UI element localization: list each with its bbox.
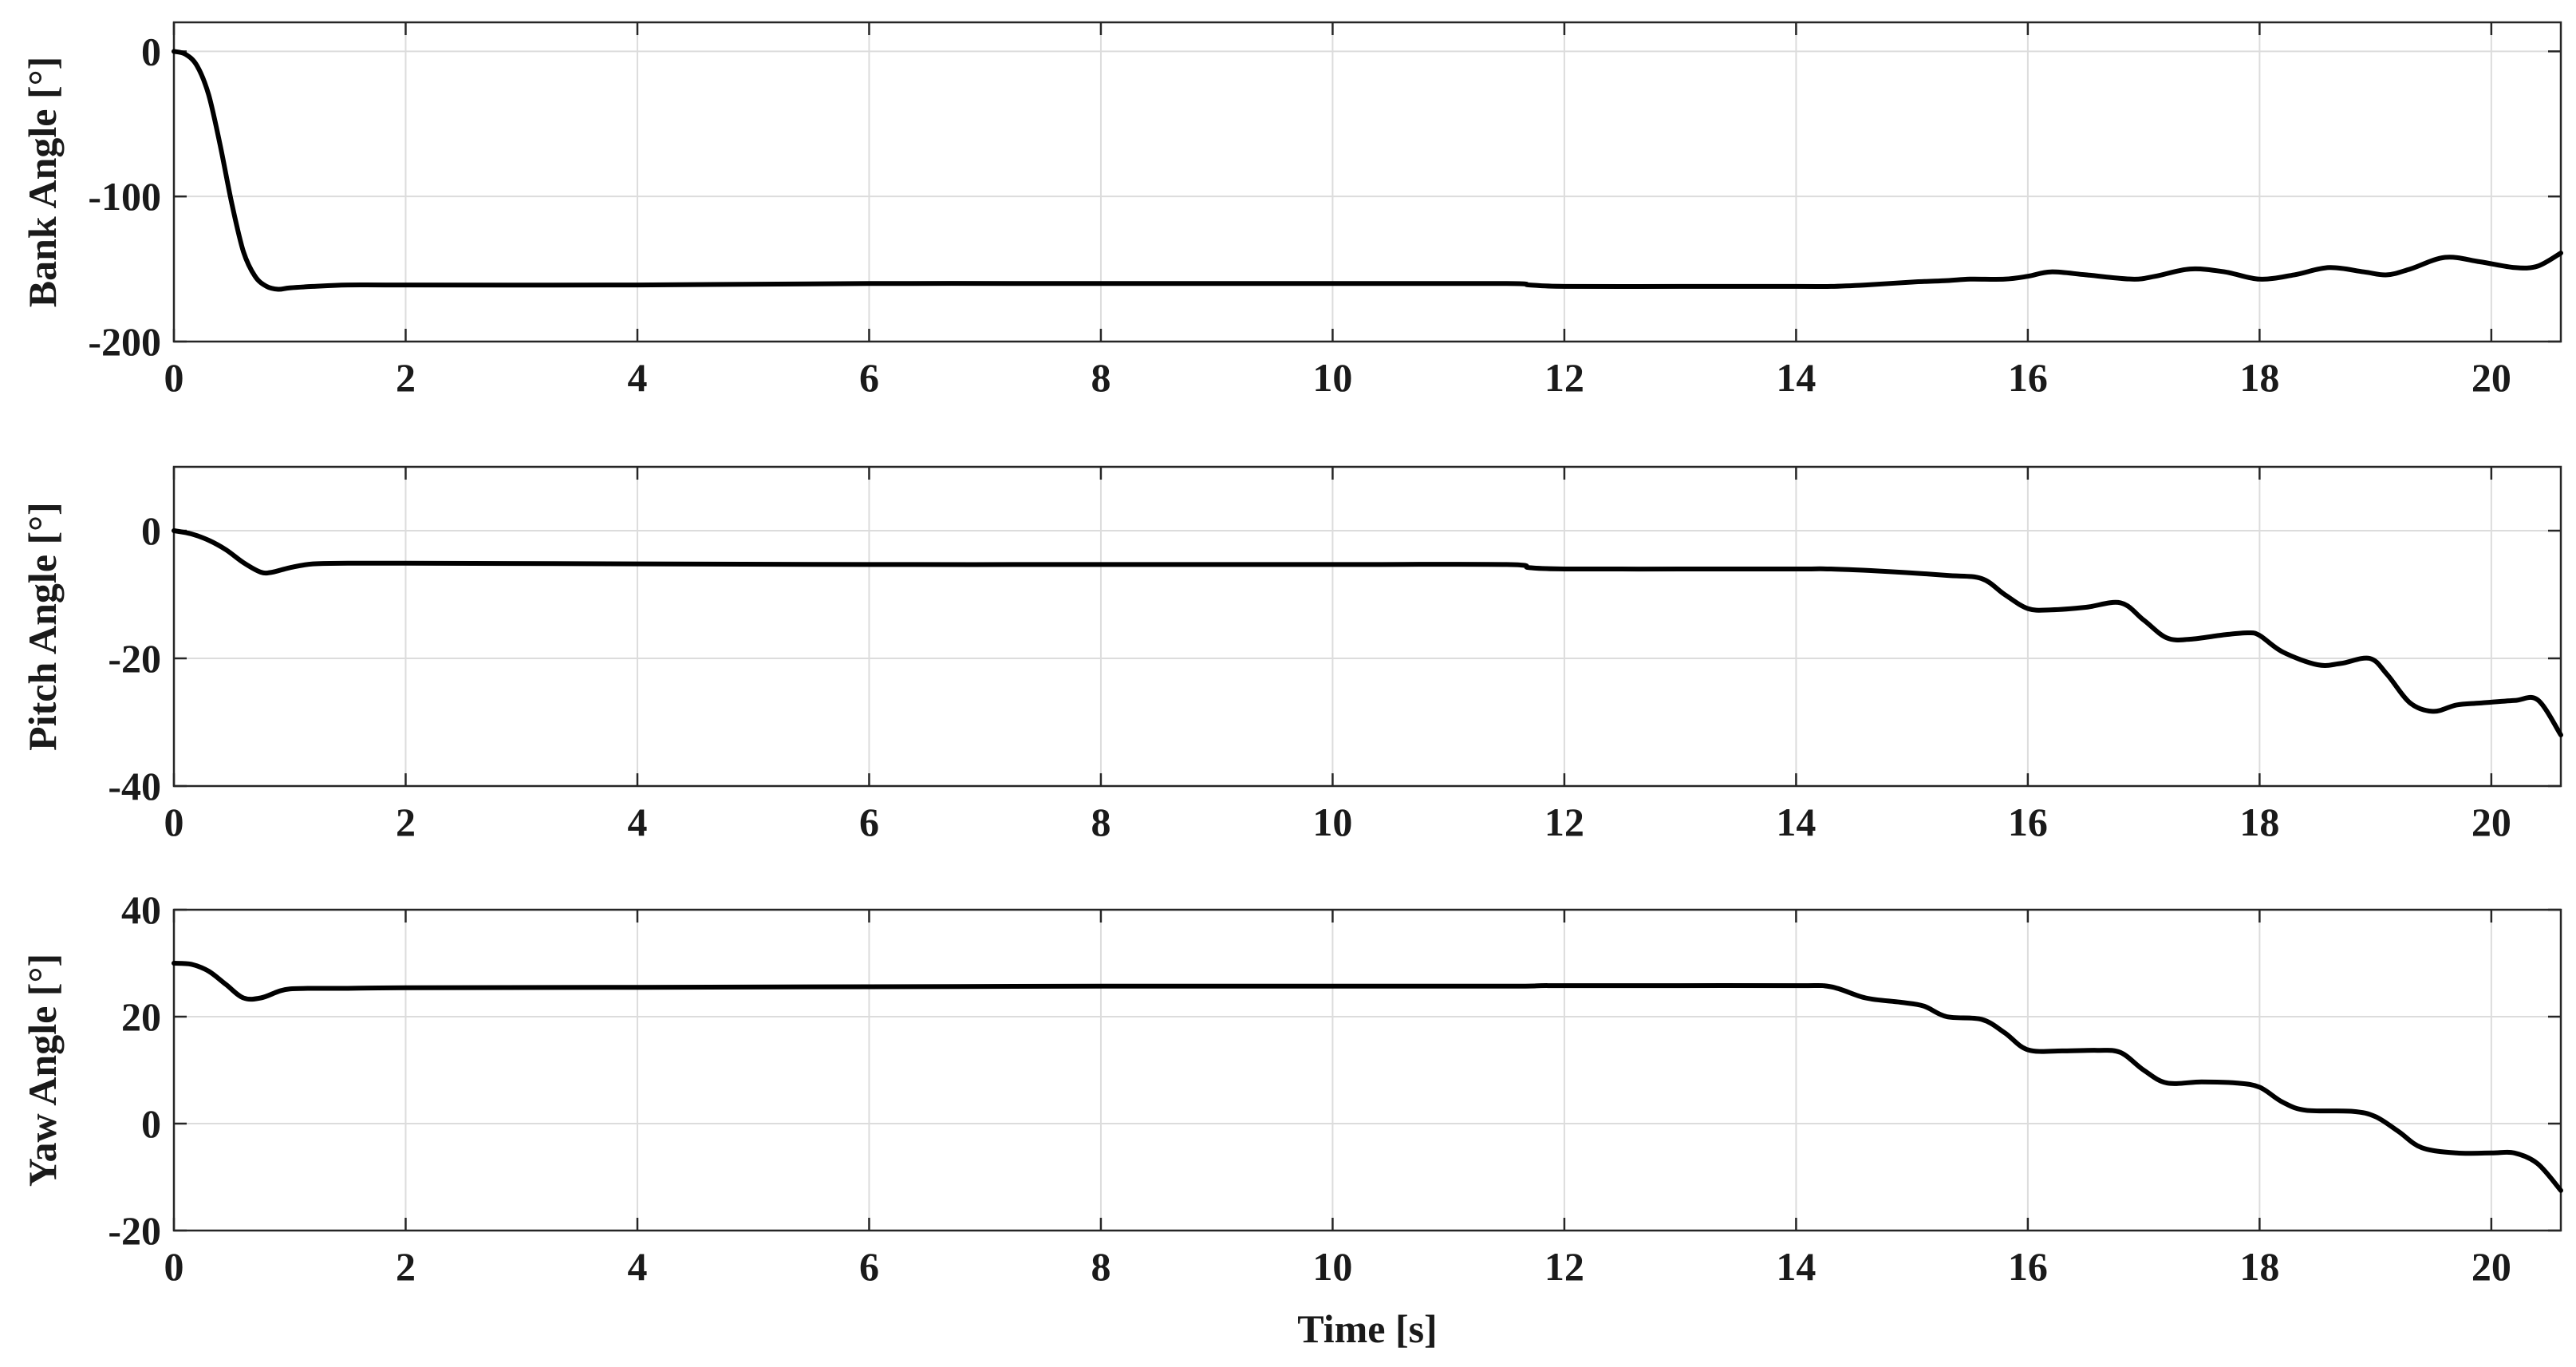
pitch-x-tick-label: 20 <box>2471 800 2511 844</box>
yaw-y-tick-label: 0 <box>141 1101 161 1146</box>
pitch-y-tick-label: -20 <box>108 636 161 681</box>
pitch-y-tick-label: 0 <box>141 508 161 553</box>
yaw-y-tick-label: 20 <box>121 994 161 1039</box>
yaw-x-tick-label: 16 <box>2008 1244 2048 1289</box>
time-xlabel: Time [s] <box>1297 1306 1437 1351</box>
pitch-x-tick-label: 6 <box>859 800 879 844</box>
pitch-angle-panel: 0 2 4 6 8 10 12 14 16 18 20 -40 -20 0 Pitch Angle [°] <box>20 465 2563 844</box>
pitch-x-tick-label: 8 <box>1091 800 1110 844</box>
yaw-angle-series-line <box>172 961 2563 1193</box>
pitch-y-tick-label: -40 <box>108 764 161 808</box>
bank-y-tick-label: -100 <box>88 174 161 219</box>
bank-x-tick-label: 10 <box>1312 355 1352 400</box>
yaw-y-tick-label: -20 <box>108 1208 161 1253</box>
yaw-x-tick-label: 2 <box>396 1244 416 1289</box>
yaw-y-tick-label: 40 <box>121 887 161 932</box>
bank-angle-series-line <box>172 49 2563 292</box>
bank-angle-ylabel: Bank Angle [°] <box>20 57 65 308</box>
pitch-x-tick-label: 12 <box>1544 800 1584 844</box>
bank-y-tick-label: 0 <box>141 29 161 73</box>
pitch-x-tick-label: 4 <box>627 800 647 844</box>
pitch-angle-ylabel: Pitch Angle [°] <box>20 502 65 751</box>
yaw-axes-frame <box>172 908 2562 1232</box>
yaw-x-tick-label: 0 <box>164 1244 184 1289</box>
bank-x-tick-label: 16 <box>2008 355 2048 400</box>
yaw-angle-ylabel: Yaw Angle [°] <box>20 954 65 1187</box>
bank-x-tick-label: 2 <box>396 355 416 400</box>
pitch-axes-frame <box>172 465 2562 788</box>
bank-x-tick-label: 0 <box>164 355 184 400</box>
yaw-x-tick-label: 14 <box>1776 1244 1816 1289</box>
yaw-x-tick-label: 6 <box>859 1244 879 1289</box>
pitch-x-tick-label: 16 <box>2008 800 2048 844</box>
pitch-x-tick-label: 0 <box>164 800 184 844</box>
bank-axes-frame <box>172 21 2562 343</box>
bank-x-tick-label: 20 <box>2471 355 2511 400</box>
pitch-angle-series-line <box>172 528 2563 737</box>
yaw-x-tick-label: 4 <box>627 1244 647 1289</box>
pitch-x-tick-label: 14 <box>1776 800 1816 844</box>
bank-x-tick-label: 18 <box>2239 355 2279 400</box>
pitch-x-tick-label: 10 <box>1312 800 1352 844</box>
bank-x-tick-label: 4 <box>627 355 647 400</box>
bank-x-tick-label: 8 <box>1091 355 1110 400</box>
pitch-x-tick-label: 2 <box>396 800 416 844</box>
yaw-x-tick-label: 18 <box>2239 1244 2279 1289</box>
bank-angle-panel: 0 2 4 6 8 10 12 14 16 18 20 -200 -100 0 Bank Angle [°] <box>20 21 2563 400</box>
pitch-x-tick-label: 18 <box>2239 800 2279 844</box>
yaw-x-tick-label: 20 <box>2471 1244 2511 1289</box>
yaw-x-tick-label: 10 <box>1312 1244 1352 1289</box>
bank-y-tick-label: -200 <box>88 319 161 364</box>
yaw-x-tick-label: 12 <box>1544 1244 1584 1289</box>
bank-x-tick-label: 14 <box>1776 355 1816 400</box>
bank-x-tick-label: 12 <box>1544 355 1584 400</box>
bank-x-tick-label: 6 <box>859 355 879 400</box>
yaw-x-tick-label: 8 <box>1091 1244 1110 1289</box>
